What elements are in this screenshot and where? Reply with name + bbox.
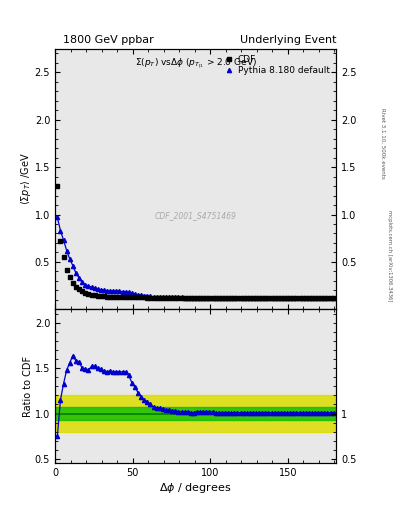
CDF <box>195 295 199 301</box>
Line: Pythia 8.180 default: Pythia 8.180 default <box>55 215 336 300</box>
X-axis label: $\Delta\phi$ / degrees: $\Delta\phi$ / degrees <box>160 481 231 495</box>
CDF <box>139 294 143 301</box>
Text: $\Sigma(p_T)$ vs$\Delta\phi$ ($p_{T_{|1}}$ > 2.0 GeV): $\Sigma(p_T)$ vs$\Delta\phi$ ($p_{T_{|1}… <box>134 56 257 70</box>
Text: Underlying Event: Underlying Event <box>239 35 336 45</box>
Text: Rivet 3.1.10, 500k events: Rivet 3.1.10, 500k events <box>381 108 386 179</box>
Text: 1800 GeV ppbar: 1800 GeV ppbar <box>63 35 154 45</box>
Pythia 8.180 default <box>55 215 60 221</box>
CDF <box>331 295 336 301</box>
Y-axis label: Ratio to CDF: Ratio to CDF <box>24 356 33 417</box>
CDF <box>92 292 97 298</box>
Pythia 8.180 default <box>251 295 255 301</box>
Pythia 8.180 default <box>288 295 292 301</box>
CDF <box>251 295 255 301</box>
Pythia 8.180 default <box>294 295 299 301</box>
CDF <box>294 295 299 301</box>
Pythia 8.180 default <box>92 285 97 291</box>
Text: mcplots.cern.ch [arXiv:1306.3436]: mcplots.cern.ch [arXiv:1306.3436] <box>387 210 391 302</box>
Pythia 8.180 default <box>139 292 143 298</box>
Legend: CDF, Pythia 8.180 default: CDF, Pythia 8.180 default <box>221 53 332 77</box>
Y-axis label: $\langle \Sigma p_T \rangle$ /GeV: $\langle \Sigma p_T \rangle$ /GeV <box>19 153 33 205</box>
Text: CDF_2001_S4751469: CDF_2001_S4751469 <box>154 211 237 220</box>
Line: CDF: CDF <box>55 184 336 300</box>
Pythia 8.180 default <box>322 295 327 301</box>
Pythia 8.180 default <box>229 295 233 301</box>
CDF <box>55 183 60 189</box>
CDF <box>322 295 327 301</box>
Pythia 8.180 default <box>331 295 336 301</box>
CDF <box>288 295 292 301</box>
